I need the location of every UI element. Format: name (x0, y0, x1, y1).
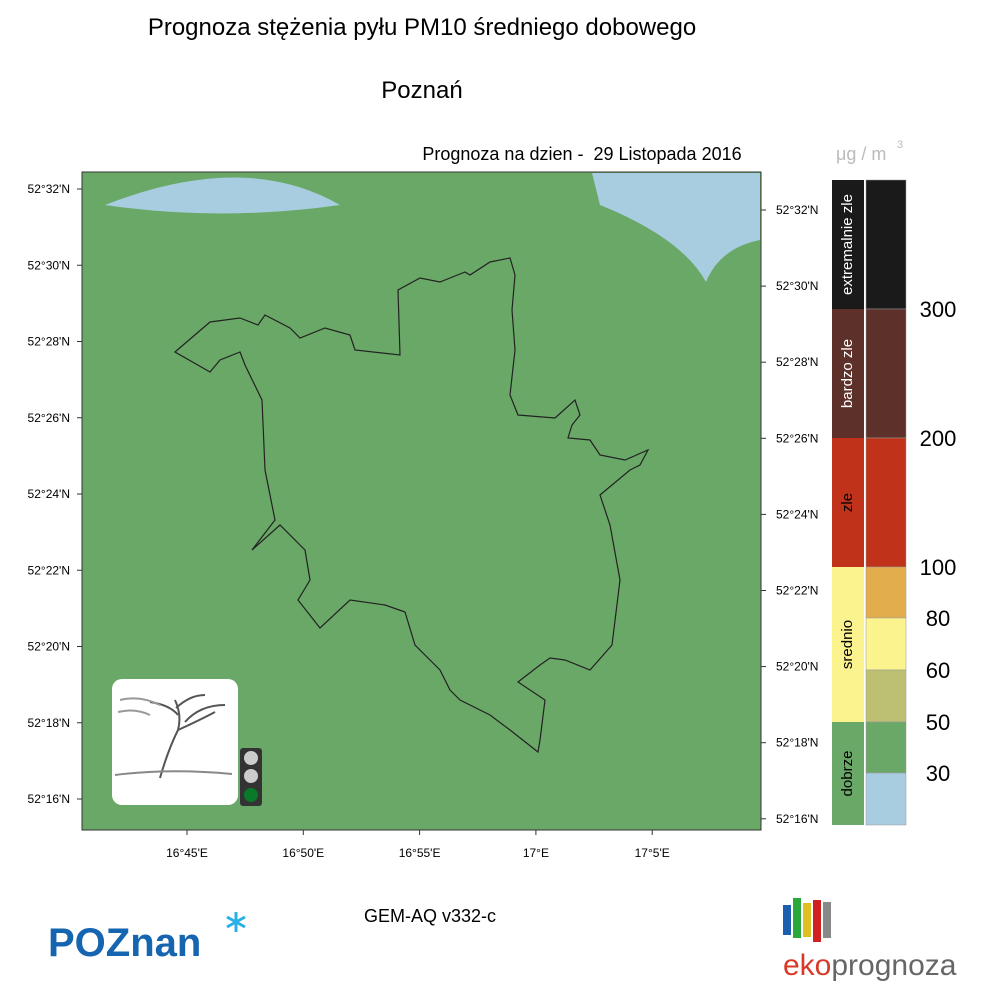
weather-icon (112, 679, 238, 805)
lat-label-right: 52°28'N (776, 355, 818, 369)
legend: extremalnie zle bardzo zle zle srednio dobrz… (832, 179, 957, 826)
lat-label-left: 52°20'N (28, 640, 70, 654)
category-band (832, 438, 864, 567)
unit-exponent: 3 (897, 139, 903, 151)
lat-label-left: 52°16'N (28, 792, 70, 806)
lon-label: 16°50'E (282, 846, 324, 860)
lat-label-left: 52°24'N (28, 487, 70, 501)
lat-label-right: 52°18'N (776, 736, 818, 750)
threshold-label: 50 (926, 710, 950, 735)
light-red-off (244, 751, 258, 765)
lat-label-right: 52°24'N (776, 507, 818, 521)
logo-bars (783, 898, 831, 942)
model: GEM-AQ v332-c (364, 906, 496, 926)
lat-label-left: 52°28'N (28, 335, 70, 349)
threshold-label: 200 (920, 426, 957, 451)
light-yellow-off (244, 769, 258, 783)
category-label: dobrze (839, 751, 856, 797)
threshold-label: 100 (920, 555, 957, 580)
logo-ekoprognoza: ekoprognoza (783, 949, 957, 982)
water (105, 177, 340, 214)
lat-label-right: 52°26'N (776, 431, 818, 445)
logo-poznan: POZnan (48, 921, 201, 965)
unit: μg / m (836, 144, 886, 164)
lat-label-right: 52°32'N (776, 203, 818, 217)
category-band (832, 722, 864, 825)
lat-label-right: 52°20'N (776, 660, 818, 674)
map: 52°32'N 52°30'N 52°28'N 52°26'N 52°24'N 52°22… (28, 171, 819, 860)
category-label: srednio (839, 620, 856, 669)
threshold-label: 60 (926, 658, 950, 683)
scale-band (865, 617, 907, 671)
light-green-on (244, 788, 258, 802)
category-label: zle (839, 493, 856, 512)
lon-label: 16°45'E (166, 846, 208, 860)
threshold-label: 80 (926, 606, 950, 631)
scale-band (865, 721, 907, 774)
axes: 52°32'N 52°30'N 52°28'N 52°26'N 52°24'N 52°22… (28, 182, 819, 860)
tree-drawing (114, 694, 233, 779)
lat-label-right: 52°30'N (776, 279, 818, 293)
scale-band (865, 772, 907, 826)
lat-label-right: 52°16'N (776, 812, 818, 826)
city-boundary (173, 257, 650, 754)
lat-label-left: 52°32'N (28, 182, 70, 196)
scale-band (865, 308, 907, 439)
scale-band (865, 566, 907, 619)
logo-asterisk (226, 912, 246, 932)
logo-prognoza: prognoza (831, 949, 956, 982)
category-label: extremalnie zle (839, 194, 856, 295)
lat-label-left: 52°18'N (28, 716, 70, 730)
city: Poznań (381, 77, 462, 104)
scale-band (865, 669, 907, 723)
lat-label-left: 52°22'N (28, 563, 70, 577)
lon-label: 16°55'E (399, 846, 441, 860)
threshold-label: 300 (920, 297, 957, 322)
logo-eko: eko (783, 949, 831, 982)
lon-label: 17°E (523, 846, 549, 860)
forecast-date: Prognoza na dzien - 29 Listopada 2016 (422, 144, 741, 164)
category-band (832, 567, 864, 722)
category-band (832, 180, 864, 309)
lon-label: 17°5'E (635, 846, 670, 860)
lat-label-right: 52°22'N (776, 584, 818, 598)
title: Prognoza stężenia pyłu PM10 średniego do… (148, 14, 696, 41)
scale-band (865, 179, 907, 310)
scale-band (865, 437, 907, 568)
category-label: bardzo zle (839, 339, 856, 408)
lat-label-left: 52°30'N (28, 258, 70, 272)
threshold-label: 30 (926, 761, 950, 786)
water (592, 173, 760, 282)
lat-label-left: 52°26'N (28, 411, 70, 425)
category-band (832, 309, 864, 438)
